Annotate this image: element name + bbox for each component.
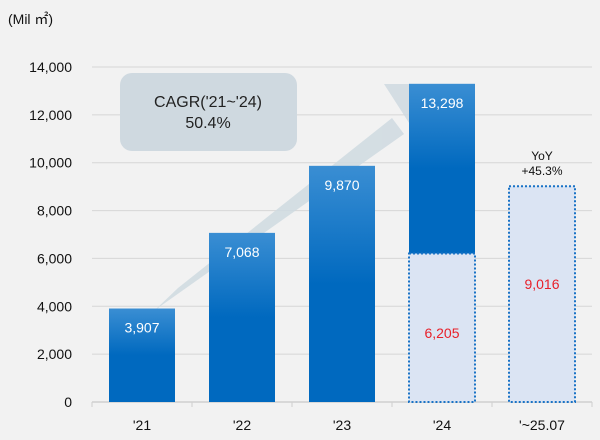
y-tick-label: 14,000 <box>29 59 72 75</box>
bar <box>409 83 475 254</box>
dotted-bar <box>408 252 476 403</box>
bar-value-label: 9,870 <box>324 177 359 193</box>
bar <box>309 165 375 402</box>
bar <box>209 232 275 402</box>
x-tick-label: '23 <box>333 417 351 433</box>
yoy-label: YoY <box>531 149 553 163</box>
y-tick-label: 10,000 <box>29 155 72 171</box>
bar <box>109 308 175 402</box>
x-tick-label: '22 <box>233 417 251 433</box>
y-tick-label: 8,000 <box>37 203 72 219</box>
dotted-bar-value-label: 6,205 <box>424 325 459 341</box>
y-tick-label: 6,000 <box>37 250 72 266</box>
bar-value-label: 7,068 <box>224 244 259 260</box>
cagr-value: 50.4% <box>185 115 230 132</box>
x-tick-label: '21 <box>133 417 151 433</box>
yoy-value: +45.3% <box>521 164 562 178</box>
x-tick-label: '24 <box>433 417 451 433</box>
dotted-bar <box>508 185 576 403</box>
x-tick-label: '~25.07 <box>519 417 565 433</box>
y-tick-label: 2,000 <box>37 346 72 362</box>
bar-value-label: 13,298 <box>421 95 464 111</box>
unit-label: (Mil ㎡) <box>8 11 53 27</box>
y-tick-label: 12,000 <box>29 107 72 123</box>
dotted-bar-value-label: 9,016 <box>524 276 559 292</box>
y-tick-label: 0 <box>64 394 72 410</box>
cagr-callout: CAGR('21~'24) 50.4% <box>120 73 297 151</box>
y-tick-label: 4,000 <box>37 298 72 314</box>
bar-value-label: 3,907 <box>124 320 159 336</box>
cagr-title: CAGR('21~'24) <box>154 94 262 111</box>
